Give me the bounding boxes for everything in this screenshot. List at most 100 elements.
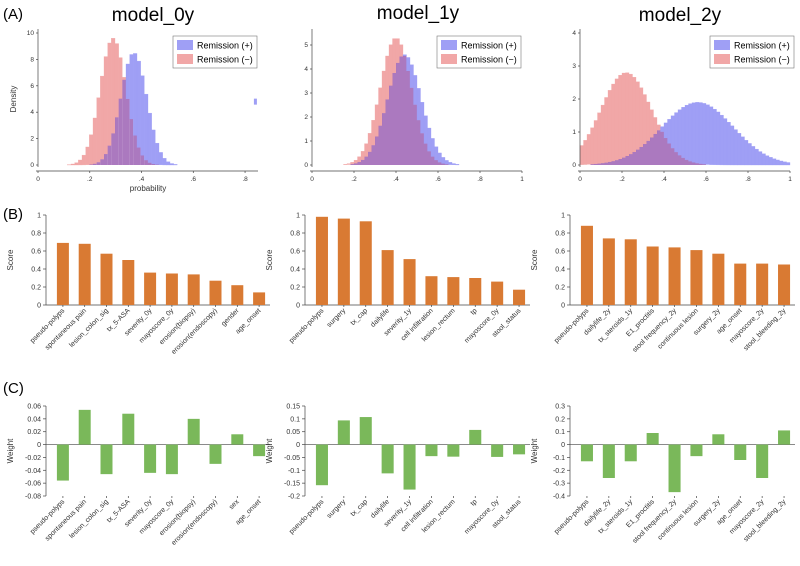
legend-swatch-remission-pos bbox=[441, 40, 457, 50]
histogram-bin bbox=[782, 161, 787, 166]
y-tick-label: 0 bbox=[561, 442, 565, 449]
x-category-label: sex bbox=[228, 498, 241, 511]
histogram-bin-overlap bbox=[350, 164, 354, 165]
weight-chart-model-0y: -0.08-0.06-0.04-0.0200.020.040.06pseudo-… bbox=[6, 404, 270, 547]
x-category-label: dailylife bbox=[370, 307, 392, 329]
histogram-bin bbox=[451, 163, 456, 165]
bar bbox=[491, 281, 504, 305]
histogram-bin-overlap bbox=[403, 55, 407, 166]
histogram-bin-overlap bbox=[410, 87, 414, 165]
bar bbox=[646, 433, 659, 445]
y-tick-label: 0.15 bbox=[286, 404, 300, 411]
x-category-label: pseudo-polyps bbox=[553, 498, 590, 535]
histogram-bin-overlap bbox=[692, 162, 696, 165]
histogram-bin bbox=[392, 38, 397, 74]
x-category-label: spontaneous pain bbox=[44, 498, 88, 542]
y-tick-label: -0.15 bbox=[284, 481, 300, 488]
histogram-bin bbox=[765, 155, 770, 166]
histogram-bin bbox=[444, 160, 449, 165]
histogram-bin bbox=[723, 118, 728, 166]
x-category-label: lesion_colon_sig bbox=[68, 498, 110, 540]
histogram-bin bbox=[353, 159, 358, 164]
bar bbox=[403, 259, 416, 305]
x-category-label: tp bbox=[470, 307, 479, 316]
histogram-model-2y: 0 1 2 3 4 0 .2 .4 .6 .8 1 Remission (+) Remission (−… bbox=[572, 29, 795, 183]
bar bbox=[56, 242, 69, 305]
histogram-bin-overlap bbox=[597, 163, 601, 165]
histogram-bin-overlap bbox=[424, 143, 428, 165]
histogram-bin-overlap bbox=[695, 163, 699, 165]
histogram-bin bbox=[758, 151, 763, 166]
row-label-c: (C) bbox=[3, 380, 24, 397]
y-tick-label: -0.4 bbox=[553, 494, 565, 501]
x-category-label: continuous lesion bbox=[657, 498, 700, 541]
histogram-bin bbox=[402, 54, 407, 57]
bar bbox=[756, 263, 769, 305]
histogram-bin bbox=[103, 56, 108, 155]
histogram-bin bbox=[133, 53, 138, 136]
bar bbox=[624, 444, 637, 462]
histogram-bin bbox=[140, 75, 145, 156]
histogram-bin bbox=[350, 162, 355, 165]
histogram-bin bbox=[656, 124, 661, 131]
legend-label-remission-neg: Remission (−) bbox=[461, 55, 517, 65]
bar bbox=[209, 280, 222, 305]
y-axis-label: Weight bbox=[6, 438, 15, 464]
histogram-bin-overlap bbox=[93, 163, 97, 165]
x-category-label: tp bbox=[470, 498, 479, 507]
histogram-bin-overlap bbox=[674, 152, 678, 165]
histogram-bin bbox=[371, 120, 376, 146]
histogram-bin bbox=[430, 138, 435, 157]
histogram-bin-overlap bbox=[667, 143, 671, 165]
histogram-bin bbox=[78, 159, 83, 166]
histogram-bin bbox=[754, 148, 759, 166]
histogram-bin-overlap bbox=[625, 156, 629, 165]
histogram-bin bbox=[611, 83, 616, 162]
histogram-bin bbox=[614, 78, 619, 161]
legend-label-remission-pos: Remission (+) bbox=[734, 41, 790, 51]
legend-label-remission-neg: Remission (−) bbox=[734, 55, 790, 65]
x-tick-label: 0 bbox=[578, 176, 582, 183]
histogram-bin bbox=[416, 88, 421, 121]
bar bbox=[231, 285, 244, 305]
bar bbox=[165, 273, 178, 305]
x-category-label: dailylife bbox=[370, 498, 392, 520]
histogram-bin-overlap bbox=[702, 164, 706, 165]
x-category-label: lesion_colon_sig bbox=[68, 307, 110, 349]
histogram-bin-overlap bbox=[357, 162, 361, 165]
bar bbox=[734, 263, 747, 305]
bar bbox=[425, 276, 438, 305]
histogram-bin-overlap bbox=[399, 56, 403, 165]
histogram-bin-overlap bbox=[368, 151, 372, 165]
histogram-bin-overlap bbox=[396, 62, 400, 165]
histogram-bin-overlap bbox=[671, 148, 675, 165]
histogram-bin bbox=[107, 42, 112, 146]
histogram-bin-overlap bbox=[137, 147, 141, 165]
bar bbox=[580, 225, 593, 305]
bar bbox=[78, 243, 91, 305]
y-tick-label: 0.6 bbox=[31, 249, 41, 256]
histogram-bin bbox=[744, 140, 749, 166]
x-tick-label: 0 bbox=[36, 176, 40, 183]
histogram-bin bbox=[166, 161, 171, 166]
histogram-bin bbox=[649, 109, 654, 138]
bar bbox=[187, 274, 200, 305]
y-tick-label: 0.8 bbox=[555, 231, 565, 238]
histogram-bin bbox=[81, 154, 86, 166]
bar bbox=[778, 264, 791, 305]
histogram-bin bbox=[423, 115, 428, 144]
histogram-bin bbox=[607, 90, 612, 163]
x-tick-label: .6 bbox=[191, 176, 197, 183]
histogram-bin bbox=[89, 134, 94, 165]
bar bbox=[469, 278, 482, 305]
x-category-label: surgery bbox=[326, 498, 348, 520]
histogram-bin bbox=[719, 114, 724, 166]
title-model-0y: model_0y bbox=[112, 5, 195, 26]
histogram-bin bbox=[151, 129, 156, 165]
histogram-bin bbox=[147, 112, 152, 163]
y-axis-label: Score bbox=[6, 249, 15, 270]
histogram-bin bbox=[747, 143, 752, 166]
histogram-bin-overlap bbox=[611, 161, 615, 165]
histogram-bin bbox=[406, 57, 411, 72]
histogram-bin-overlap bbox=[364, 156, 368, 165]
